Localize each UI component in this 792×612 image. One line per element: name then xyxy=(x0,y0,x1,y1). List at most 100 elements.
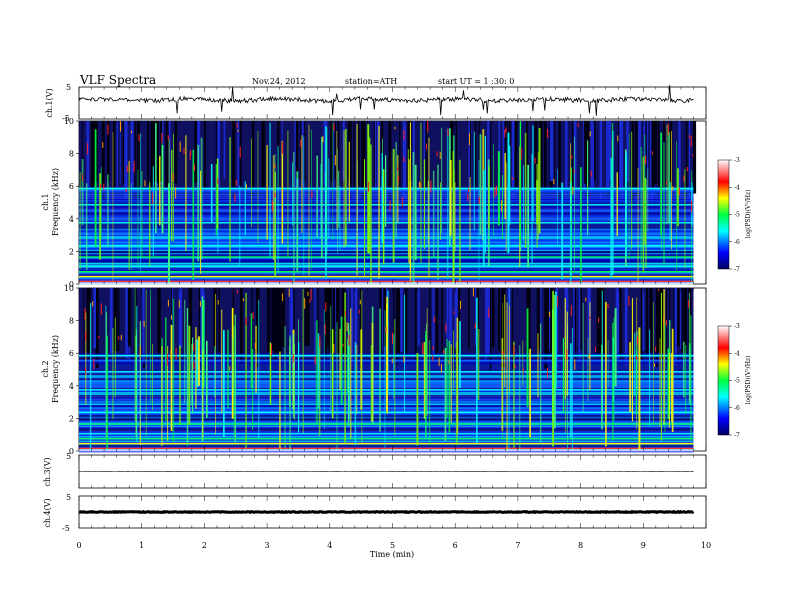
spec2-tonal-line xyxy=(79,447,694,450)
spec2-dark-column xyxy=(281,288,285,348)
spec1-sferic-streak xyxy=(81,159,84,226)
spec1-freq-band xyxy=(79,270,694,272)
spec1-sferic-streak xyxy=(660,132,662,236)
spec2-freq-band xyxy=(79,417,694,419)
spec1-dark-column xyxy=(399,121,401,202)
spec2-sferic-streak xyxy=(347,323,350,427)
spec2-sferic-streak xyxy=(667,348,670,420)
spec2-dark-column xyxy=(640,288,643,360)
spec1-sferic-streak xyxy=(493,144,494,236)
spec2-red-speckle xyxy=(628,295,630,306)
spec2-red-speckle xyxy=(598,317,599,323)
ch4-ylabel: ch.4(V) xyxy=(43,498,52,527)
colorbar-tick-label: -4 xyxy=(734,184,740,191)
spec2-dark-column xyxy=(336,288,340,355)
spec2-sferic-streak xyxy=(184,299,186,403)
spec2-red-speckle xyxy=(502,351,504,355)
spec1-red-speckle xyxy=(534,157,536,164)
spec1-dark-column xyxy=(91,121,95,184)
spec1-dark-column xyxy=(136,121,140,198)
spec1-red-speckle xyxy=(672,186,674,191)
spec2-dark-column xyxy=(405,288,408,355)
spec1-ytick-label: 8 xyxy=(69,150,74,159)
spec1-dark-column xyxy=(81,121,83,194)
spec2-freq-band xyxy=(79,434,694,437)
spec1-sferic-streak xyxy=(171,149,173,241)
spec1-dark-column xyxy=(653,121,658,184)
spec1-sferic-streak xyxy=(326,127,328,255)
spec2-dark-column xyxy=(178,288,182,349)
spec1-sferic-streak xyxy=(505,162,507,252)
spec1-sferic-streak xyxy=(140,133,142,272)
spec1-sferic-streak xyxy=(85,183,88,271)
spec2-sferic-streak xyxy=(636,330,638,390)
colorbar-tick-label: -7 xyxy=(734,266,740,273)
ch3-ylabel: ch.3(V) xyxy=(43,457,52,486)
spec1-sferic-streak xyxy=(479,134,482,236)
spec2-dark-column xyxy=(677,288,680,347)
spec1-tonal-line xyxy=(79,244,694,247)
spec1-dark-column xyxy=(217,121,220,187)
spec2-red-speckle xyxy=(139,346,141,357)
spec1-red-speckle xyxy=(394,126,396,130)
spec1-freq-band xyxy=(79,237,694,240)
spec1-sferic-streak xyxy=(414,164,417,261)
spec1-sferic-streak xyxy=(316,155,318,237)
spec1-sferic-streak xyxy=(671,131,672,250)
spec1-freq-band xyxy=(79,262,694,265)
spec1-sferic-streak xyxy=(497,151,500,226)
spec2-sferic-streak xyxy=(134,288,136,422)
spec1-dark-column xyxy=(631,121,634,202)
spec1-dark-column xyxy=(407,121,412,193)
spec1-freq-band xyxy=(79,258,694,261)
spec1-freq-band xyxy=(79,278,694,280)
spec2-dark-column xyxy=(619,288,622,357)
spec1-dark-column xyxy=(357,121,360,188)
spec2-red-speckle xyxy=(98,335,100,339)
spec1-red-speckle xyxy=(426,143,427,150)
spec2-dark-column xyxy=(83,288,85,362)
spec2-sferic-streak xyxy=(161,346,163,447)
spec1-sferic-streak xyxy=(574,136,575,271)
spec2-sferic-streak xyxy=(502,302,504,439)
spec1-sferic-streak xyxy=(100,167,102,239)
spec2-dark-column xyxy=(680,288,682,350)
spec2-dark-column xyxy=(317,288,319,351)
spec1-red-speckle xyxy=(133,160,135,173)
spec1-red-speckle xyxy=(86,143,88,155)
spec2-dark-column xyxy=(527,288,531,355)
spec1-dark-column xyxy=(572,121,575,190)
spec1-sferic-streak xyxy=(200,137,203,260)
spec1-dark-column xyxy=(558,121,561,200)
spec1-freq-band xyxy=(79,243,694,245)
spec1-red-speckle xyxy=(683,175,685,182)
spec2-sferic-streak xyxy=(404,294,406,413)
spec1-dark-column xyxy=(450,121,454,203)
spec1-sferic-streak xyxy=(684,168,686,269)
spec2-dark-column xyxy=(417,288,420,346)
spec2-red-speckle xyxy=(585,297,587,302)
spec1-dark-column xyxy=(304,121,306,181)
spec2-freq-band xyxy=(79,440,694,442)
spec2-red-speckle xyxy=(432,345,434,350)
spec2-sferic-streak xyxy=(649,329,651,427)
spec1-red-speckle xyxy=(367,181,369,192)
spec2-sferic-streak xyxy=(605,301,607,447)
spec2-red-speckle xyxy=(93,358,95,370)
spec1-dark-column xyxy=(194,121,197,183)
spec1-dark-column xyxy=(685,121,688,197)
spec1-sferic-streak xyxy=(504,153,506,220)
spec2-red-speckle xyxy=(304,298,306,309)
spec2-dark-column xyxy=(674,288,677,365)
spec2-dark-column xyxy=(341,288,345,358)
spec1-sferic-streak xyxy=(536,163,538,248)
spec1-red-speckle xyxy=(172,173,174,182)
spec2-sferic-streak xyxy=(255,325,257,393)
spec2-dark-column xyxy=(486,288,490,355)
spec1-sferic-streak xyxy=(292,162,293,226)
spec2-tonal-line xyxy=(79,428,694,430)
spec2-sferic-streak xyxy=(250,313,253,389)
spec2-tonal-line xyxy=(79,438,694,440)
spec2-sferic-streak xyxy=(601,344,603,430)
spec1-sferic-streak xyxy=(281,141,284,244)
